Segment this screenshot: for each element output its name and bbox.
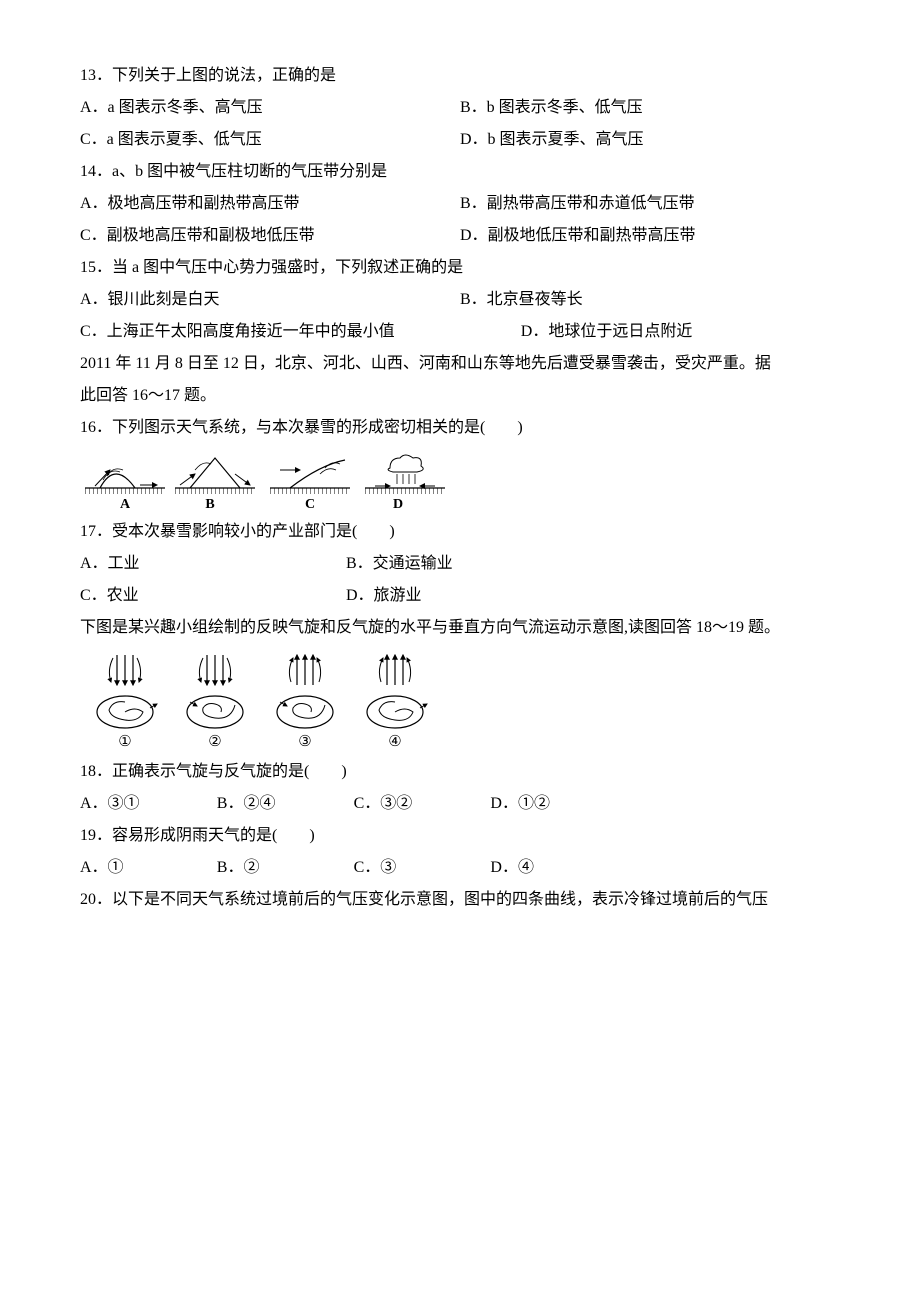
q13-option-b: B．b 图表示冬季、低气压 bbox=[460, 92, 840, 124]
svg-text:③: ③ bbox=[298, 734, 311, 750]
q13-option-d: D．b 图表示夏季、高气压 bbox=[460, 124, 840, 156]
q15-option-a: A．银川此刻是白天 bbox=[80, 284, 460, 316]
q19-options: A．① B．② C．③ D．④ bbox=[80, 852, 840, 884]
context1-line2: 此回答 16～17 题。 bbox=[80, 380, 840, 412]
q15-option-b: B．北京昼夜等长 bbox=[460, 284, 840, 316]
question-15: 15．当 a 图中气压中心势力强盛时，下列叙述正确的是 A．银川此刻是白天 B．… bbox=[80, 252, 840, 348]
q15-option-d: D．地球位于远日点附近 bbox=[521, 316, 840, 348]
q19-stem: 19．容易形成阴雨天气的是( ) bbox=[80, 820, 840, 852]
q14-stem: 14．a、b 图中被气压柱切断的气压带分别是 bbox=[80, 156, 840, 188]
q19-option-a: A．① bbox=[80, 852, 217, 884]
q18-stem: 18．正确表示气旋与反气旋的是( ) bbox=[80, 756, 840, 788]
q17-options-row2: C．农业 D．旅游业 bbox=[80, 580, 840, 612]
q20-stem: 20．以下是不同天气系统过境前后的气压变化示意图，图中的四条曲线，表示冷锋过境前… bbox=[80, 884, 840, 916]
question-13: 13．下列关于上图的说法，正确的是 A．a 图表示冬季、高气压 B．b 图表示冬… bbox=[80, 60, 840, 156]
q14-options-row1: A．极地高压带和副热带高压带 B．副热带高压带和赤道低气压带 bbox=[80, 188, 840, 220]
q13-stem: 13．下列关于上图的说法，正确的是 bbox=[80, 60, 840, 92]
context-18-19: 下图是某兴趣小组绘制的反映气旋和反气旋的水平与垂直方向气流运动示意图,读图回答 … bbox=[80, 612, 840, 644]
q16-stem: 16．下列图示天气系统，与本次暴雪的形成密切相关的是( ) bbox=[80, 412, 840, 444]
question-17: 17．受本次暴雪影响较小的产业部门是( ) A．工业 B．交通运输业 C．农业 … bbox=[80, 516, 840, 612]
fig16-label-d: D bbox=[393, 497, 403, 510]
question-16: 16．下列图示天气系统，与本次暴雪的形成密切相关的是( ) bbox=[80, 412, 840, 444]
q18-option-b: B．②④ bbox=[217, 788, 354, 820]
q15-option-c: C．上海正午太阳高度角接近一年中的最小值 bbox=[80, 316, 521, 348]
fig16-label-c: C bbox=[305, 497, 315, 510]
q17-option-d: D．旅游业 bbox=[346, 580, 840, 612]
question-19: 19．容易形成阴雨天气的是( ) A．① B．② C．③ D．④ bbox=[80, 820, 840, 884]
svg-text:②: ② bbox=[208, 734, 221, 750]
q18-options: A．③① B．②④ C．③② D．①② bbox=[80, 788, 840, 820]
q17-option-b: B．交通运输业 bbox=[346, 548, 840, 580]
q18-option-c: C．③② bbox=[354, 788, 491, 820]
q18-option-d: D．①② bbox=[490, 788, 627, 820]
q14-option-d: D．副极地低压带和副热带高压带 bbox=[460, 220, 840, 252]
context-16-17: 2011 年 11 月 8 日至 12 日，北京、河北、山西、河南和山东等地先后… bbox=[80, 348, 840, 412]
q13-options-row1: A．a 图表示冬季、高气压 B．b 图表示冬季、低气压 bbox=[80, 92, 840, 124]
q19-option-d: D．④ bbox=[490, 852, 627, 884]
q15-options-row1: A．银川此刻是白天 B．北京昼夜等长 bbox=[80, 284, 840, 316]
q14-options-row2: C．副极地高压带和副极地低压带 D．副极地低压带和副热带高压带 bbox=[80, 220, 840, 252]
q17-option-c: C．农业 bbox=[80, 580, 346, 612]
q15-stem: 15．当 a 图中气压中心势力强盛时，下列叙述正确的是 bbox=[80, 252, 840, 284]
q17-stem: 17．受本次暴雪影响较小的产业部门是( ) bbox=[80, 516, 840, 548]
q17-option-a: A．工业 bbox=[80, 548, 346, 580]
q14-option-c: C．副极地高压带和副极地低压带 bbox=[80, 220, 460, 252]
q19-option-b: B．② bbox=[217, 852, 354, 884]
q18-option-a: A．③① bbox=[80, 788, 217, 820]
question-20: 20．以下是不同天气系统过境前后的气压变化示意图，图中的四条曲线，表示冷锋过境前… bbox=[80, 884, 840, 916]
q17-options-row1: A．工业 B．交通运输业 bbox=[80, 548, 840, 580]
q13-option-c: C．a 图表示夏季、低气压 bbox=[80, 124, 460, 156]
question-18: 18．正确表示气旋与反气旋的是( ) A．③① B．②④ C．③② D．①② bbox=[80, 756, 840, 820]
q15-options-row2: C．上海正午太阳高度角接近一年中的最小值 D．地球位于远日点附近 bbox=[80, 316, 840, 348]
context1-line1: 2011 年 11 月 8 日至 12 日，北京、河北、山西、河南和山东等地先后… bbox=[80, 348, 840, 380]
q14-option-a: A．极地高压带和副热带高压带 bbox=[80, 188, 460, 220]
q13-options-row2: C．a 图表示夏季、低气压 D．b 图表示夏季、高气压 bbox=[80, 124, 840, 156]
svg-text:①: ① bbox=[118, 734, 131, 750]
fig16-label-b: B bbox=[205, 497, 214, 510]
fig16-label-a: A bbox=[120, 497, 131, 510]
q19-option-c: C．③ bbox=[354, 852, 491, 884]
q13-option-a: A．a 图表示冬季、高气压 bbox=[80, 92, 460, 124]
context2-line1: 下图是某兴趣小组绘制的反映气旋和反气旋的水平与垂直方向气流运动示意图,读图回答 … bbox=[80, 612, 840, 644]
figure-16-weather-systems: A B C D bbox=[80, 450, 840, 510]
figure-18-cyclones: ① ② ③ bbox=[80, 650, 840, 750]
svg-text:④: ④ bbox=[388, 734, 401, 750]
q14-option-b: B．副热带高压带和赤道低气压带 bbox=[460, 188, 840, 220]
question-14: 14．a、b 图中被气压柱切断的气压带分别是 A．极地高压带和副热带高压带 B．… bbox=[80, 156, 840, 252]
